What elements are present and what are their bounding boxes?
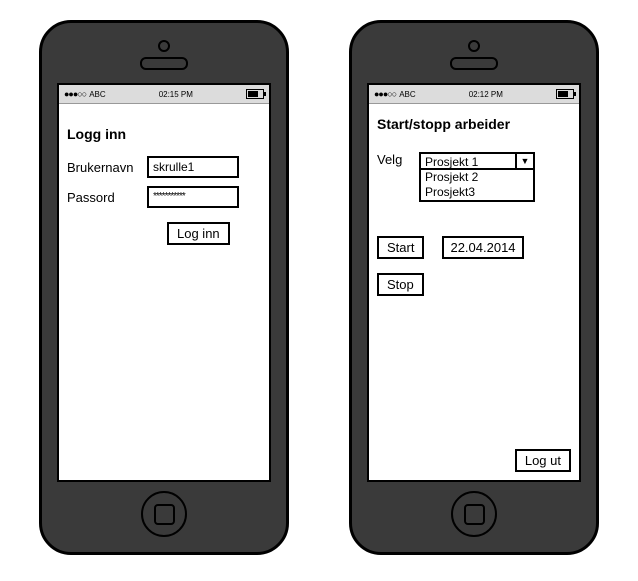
username-input[interactable]: skrulle1 xyxy=(147,156,239,178)
home-button[interactable] xyxy=(451,491,497,537)
phone-mockup-worker: ●●●○○ ABC 02:12 PM Start/stopp arbeider … xyxy=(349,20,599,555)
stop-button[interactable]: Stop xyxy=(377,273,424,296)
battery-icon xyxy=(246,89,264,99)
project-option[interactable]: Prosjekt3 xyxy=(421,185,533,200)
battery-icon xyxy=(556,89,574,99)
login-content: Logg inn Brukernavn skrulle1 Passord ***… xyxy=(59,104,269,480)
carrier-label: ABC xyxy=(399,90,415,99)
chevron-down-icon: ▼ xyxy=(515,154,533,168)
project-select[interactable]: Prosjekt 1 ▼ xyxy=(419,152,535,170)
home-button[interactable] xyxy=(141,491,187,537)
signal-dots: ●●●○○ xyxy=(64,89,86,99)
signal-dots: ●●●○○ xyxy=(374,89,396,99)
screen-login: ●●●○○ ABC 02:15 PM Logg inn Brukernavn s… xyxy=(57,83,271,482)
password-label: Passord xyxy=(67,190,141,205)
status-bar: ●●●○○ ABC 02:15 PM xyxy=(59,85,269,104)
phone-mockup-login: ●●●○○ ABC 02:15 PM Logg inn Brukernavn s… xyxy=(39,20,289,555)
worker-content: Start/stopp arbeider Velg Prosjekt 1 ▼ P… xyxy=(369,104,579,480)
screen-worker: ●●●○○ ABC 02:12 PM Start/stopp arbeider … xyxy=(367,83,581,482)
logout-button[interactable]: Log ut xyxy=(515,449,571,472)
clock: 02:15 PM xyxy=(159,90,193,99)
date-field[interactable]: 22.04.2014 xyxy=(442,236,523,259)
phone-earpiece xyxy=(450,57,498,70)
phone-camera xyxy=(468,40,480,52)
select-label: Velg xyxy=(377,152,413,167)
login-button[interactable]: Log inn xyxy=(167,222,230,245)
status-bar: ●●●○○ ABC 02:12 PM xyxy=(369,85,579,104)
phone-camera xyxy=(158,40,170,52)
username-label: Brukernavn xyxy=(67,160,141,175)
carrier-label: ABC xyxy=(89,90,105,99)
clock: 02:12 PM xyxy=(469,90,503,99)
phone-earpiece xyxy=(140,57,188,70)
project-option[interactable]: Prosjekt 2 xyxy=(421,170,533,185)
password-input[interactable]: *********** xyxy=(147,186,239,208)
project-dropdown: Prosjekt 2 Prosjekt3 xyxy=(419,170,535,202)
start-button[interactable]: Start xyxy=(377,236,424,259)
page-title: Logg inn xyxy=(67,126,261,142)
page-title: Start/stopp arbeider xyxy=(377,116,571,132)
project-selected: Prosjekt 1 xyxy=(425,155,478,169)
